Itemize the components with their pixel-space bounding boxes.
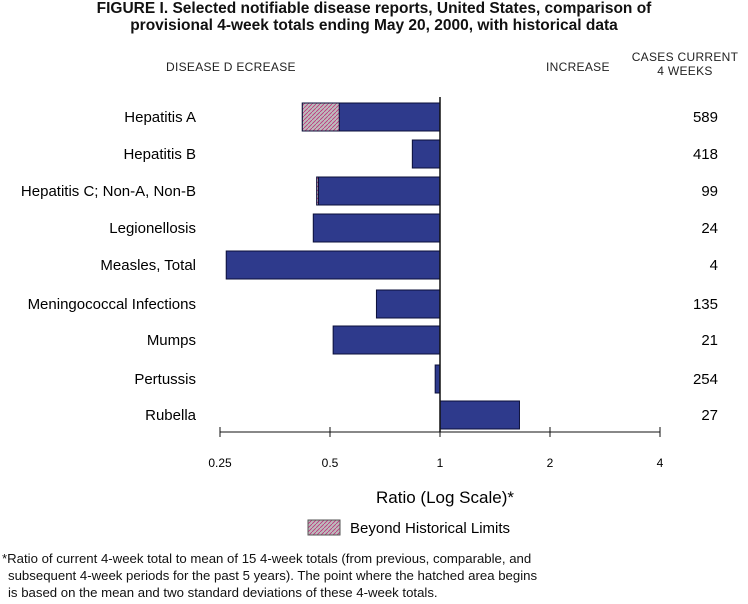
ratio-bar — [225, 250, 441, 280]
category-label: Hepatitis B — [123, 146, 196, 163]
decrease-header: DISEASE D ECREASE — [166, 60, 296, 74]
ratio-bar — [316, 176, 441, 206]
figure-title-line2: provisional 4-week totals ending May 20,… — [130, 17, 618, 34]
cases-value: 27 — [701, 407, 718, 424]
footnote-line2: subsequent 4-week periods for the past 5… — [8, 568, 538, 583]
legend-label: Beyond Historical Limits — [350, 520, 510, 537]
x-tick-label: 4 — [657, 456, 664, 470]
x-tick-label: 1 — [437, 456, 444, 470]
cases-value: 418 — [693, 146, 718, 163]
category-label: Hepatitis A — [124, 109, 196, 126]
cases-value: 589 — [693, 109, 718, 126]
cases-value: 99 — [701, 183, 718, 200]
cases-value: 4 — [710, 257, 718, 274]
footnote: *Ratio of current 4-week total to mean o… — [2, 550, 746, 601]
ratio-bar — [439, 400, 520, 430]
x-tick-label: 2 — [547, 456, 554, 470]
x-axis-label: Ratio (Log Scale)* — [376, 488, 514, 507]
category-label: Meningococcal Infections — [28, 296, 196, 313]
beyond-limits-hatch — [301, 102, 340, 132]
legend-hatch-swatch — [307, 519, 341, 536]
category-label: Legionellosis — [109, 220, 196, 237]
figure-title: FIGURE I. Selected notifiable disease re… — [0, 0, 748, 34]
cases-header-line2: 4 WEEKS — [657, 64, 713, 78]
cases-value: 21 — [701, 332, 718, 349]
cases-value: 135 — [693, 296, 718, 313]
category-label: Measles, Total — [100, 257, 196, 274]
cases-value: 254 — [693, 371, 718, 388]
ratio-bar — [411, 139, 441, 169]
category-label: Mumps — [147, 332, 196, 349]
increase-header: INCREASE — [546, 60, 610, 74]
beyond-limits-hatch — [316, 176, 319, 206]
figure-title-line1: FIGURE I. Selected notifiable disease re… — [96, 0, 652, 17]
ratio-bar — [312, 213, 441, 243]
cases-header: CASES CURRENT 4 WEEKS — [622, 50, 748, 78]
category-label: Hepatitis C; Non-A, Non-B — [21, 183, 196, 200]
x-tick-label: 0.25 — [208, 456, 232, 470]
cases-value: 24 — [701, 220, 718, 237]
footnote-line3: is based on the mean and two standard de… — [8, 585, 438, 600]
ratio-bar — [375, 289, 441, 319]
footnote-line1: *Ratio of current 4-week total to mean o… — [2, 551, 532, 566]
x-tick-label: 0.5 — [322, 456, 339, 470]
category-label: Rubella — [145, 407, 197, 424]
cases-header-line1: CASES CURRENT — [631, 50, 739, 64]
category-label: Pertussis — [134, 371, 196, 388]
ratio-bar — [332, 325, 441, 355]
